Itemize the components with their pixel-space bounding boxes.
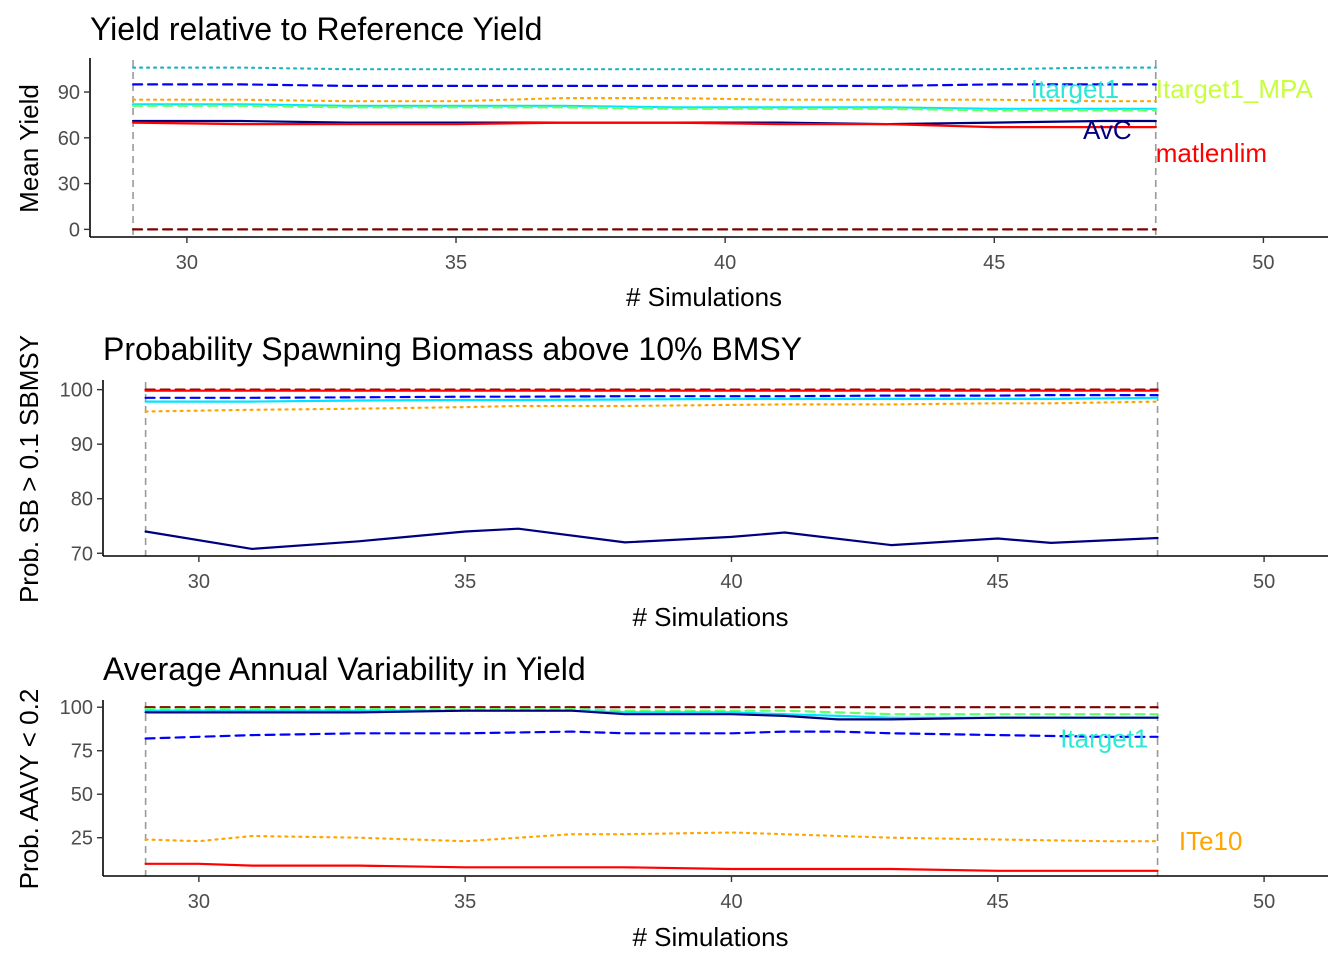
series-line-4: [144, 709, 1159, 721]
series-line-5: [144, 730, 1159, 740]
series-line-7: [132, 121, 1157, 129]
series-label: ITe10: [1179, 826, 1243, 856]
y-tick-label: 30: [58, 174, 80, 196]
series-label: Itarget1_MPA: [1156, 74, 1314, 104]
series-line-6: [144, 831, 1159, 843]
series-line-4: [144, 396, 1159, 403]
x-tick-label: 50: [1253, 891, 1275, 913]
series-line-3: [132, 96, 1157, 103]
series-label: AvC: [1083, 115, 1132, 145]
series-line-6: [144, 527, 1159, 551]
panel-3: Average Annual Variability in Yield 30 35 4…: [14, 651, 1328, 952]
panel-title: Average Annual Variability in Yield: [103, 651, 586, 687]
y-axis-title: Mean Yield: [14, 84, 44, 213]
x-tick-label: 40: [714, 252, 736, 274]
x-tick-label: 45: [983, 252, 1005, 274]
series-line-1: [132, 66, 1157, 71]
y-tick-label: 100: [60, 697, 93, 719]
x-tick-label: 30: [176, 252, 198, 274]
x-axis-title: # Simulations: [632, 922, 788, 952]
series-line-4: [132, 103, 1157, 110]
x-axis-title: # Simulations: [626, 282, 782, 312]
series-line-3: [144, 394, 1159, 399]
x-tick-label: 40: [720, 891, 742, 913]
x-tick-label: 50: [1252, 252, 1274, 274]
x-tick-label: 35: [445, 252, 467, 274]
x-tick-label: 35: [454, 891, 476, 913]
y-tick-label: 25: [71, 828, 93, 850]
y-tick-label: 90: [71, 434, 93, 456]
panel-title: Yield relative to Reference Yield: [90, 11, 542, 47]
panel-title: Probability Spawning Biomass above 10% B…: [103, 331, 802, 367]
panel-1: Yield relative to Reference Yield 30 35 40 4…: [14, 11, 1328, 312]
y-axis-title: Prob. AAVY < 0.2: [14, 689, 44, 890]
x-tick-label: 50: [1253, 571, 1275, 593]
x-tick-label: 30: [188, 891, 210, 913]
series-label: matlenlim: [1156, 138, 1267, 168]
y-tick-label: 0: [69, 219, 80, 241]
x-tick-label: 45: [987, 571, 1009, 593]
y-tick-label: 75: [71, 741, 93, 763]
y-tick-label: 70: [71, 543, 93, 565]
x-tick-label: 35: [454, 571, 476, 593]
series-line-2: [132, 83, 1157, 88]
panel-2: Probability Spawning Biomass above 10% B…: [14, 331, 1328, 632]
y-tick-label: 80: [71, 489, 93, 511]
x-axis-title: # Simulations: [632, 602, 788, 632]
x-tick-label: 30: [188, 571, 210, 593]
series-line-7: [144, 862, 1159, 872]
series-label: Itarget1: [1031, 74, 1119, 104]
series-label: Itarget1: [1060, 724, 1148, 754]
y-tick-label: 60: [58, 128, 80, 150]
y-tick-label: 100: [60, 380, 93, 402]
y-tick-label: 50: [71, 784, 93, 806]
x-tick-label: 45: [987, 891, 1009, 913]
series-line-5: [132, 104, 1157, 112]
series-line-5: [144, 400, 1159, 413]
y-tick-label: 90: [58, 82, 80, 104]
y-axis-title: Prob. SB > 0.1 SBMSY: [14, 335, 44, 603]
x-tick-label: 40: [720, 571, 742, 593]
series-line-2: [144, 707, 1159, 716]
